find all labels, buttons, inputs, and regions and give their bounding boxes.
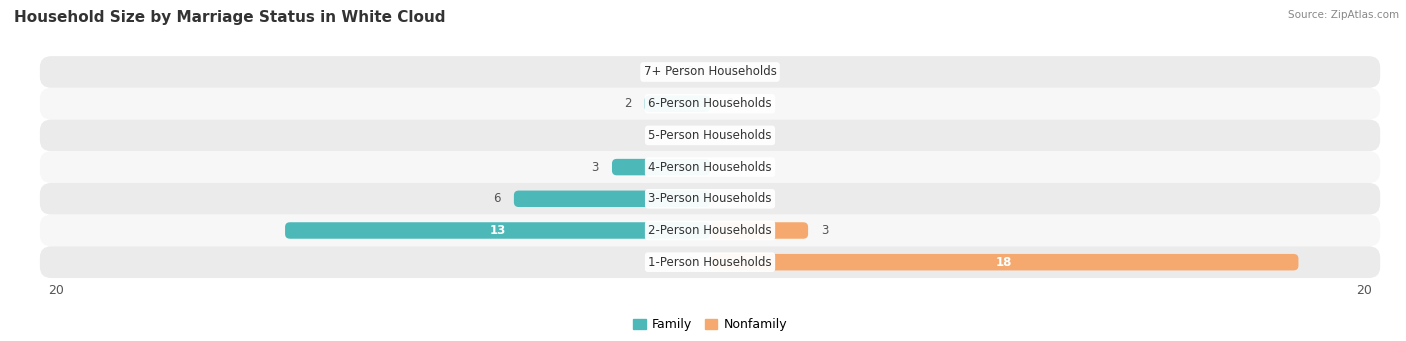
FancyBboxPatch shape xyxy=(39,183,1381,214)
Text: 0: 0 xyxy=(686,65,693,78)
FancyBboxPatch shape xyxy=(285,222,710,239)
Text: 0: 0 xyxy=(727,192,734,205)
Legend: Family, Nonfamily: Family, Nonfamily xyxy=(628,313,792,336)
Text: 0: 0 xyxy=(727,161,734,174)
FancyBboxPatch shape xyxy=(39,56,1381,88)
Text: 3-Person Households: 3-Person Households xyxy=(648,192,772,205)
FancyBboxPatch shape xyxy=(39,120,1381,151)
FancyBboxPatch shape xyxy=(710,222,808,239)
FancyBboxPatch shape xyxy=(39,214,1381,246)
FancyBboxPatch shape xyxy=(39,88,1381,120)
FancyBboxPatch shape xyxy=(515,191,710,207)
FancyBboxPatch shape xyxy=(612,159,710,175)
Text: 3: 3 xyxy=(592,161,599,174)
FancyBboxPatch shape xyxy=(644,95,710,112)
Text: 13: 13 xyxy=(489,224,506,237)
FancyBboxPatch shape xyxy=(39,151,1381,183)
Text: 3: 3 xyxy=(821,224,828,237)
Text: 1-Person Households: 1-Person Households xyxy=(648,256,772,269)
FancyBboxPatch shape xyxy=(39,246,1381,278)
FancyBboxPatch shape xyxy=(710,254,1299,270)
Text: 5-Person Households: 5-Person Households xyxy=(648,129,772,142)
Text: 0: 0 xyxy=(727,129,734,142)
Text: 7+ Person Households: 7+ Person Households xyxy=(644,65,776,78)
Text: 4-Person Households: 4-Person Households xyxy=(648,161,772,174)
Text: 0: 0 xyxy=(686,129,693,142)
Text: Source: ZipAtlas.com: Source: ZipAtlas.com xyxy=(1288,10,1399,20)
Text: 2: 2 xyxy=(624,97,631,110)
Text: 0: 0 xyxy=(727,97,734,110)
Text: 0: 0 xyxy=(727,65,734,78)
Text: 2-Person Households: 2-Person Households xyxy=(648,224,772,237)
Text: 18: 18 xyxy=(995,256,1012,269)
Text: 0: 0 xyxy=(686,256,693,269)
Text: Household Size by Marriage Status in White Cloud: Household Size by Marriage Status in Whi… xyxy=(14,10,446,25)
Text: 6-Person Households: 6-Person Households xyxy=(648,97,772,110)
Text: 6: 6 xyxy=(494,192,501,205)
